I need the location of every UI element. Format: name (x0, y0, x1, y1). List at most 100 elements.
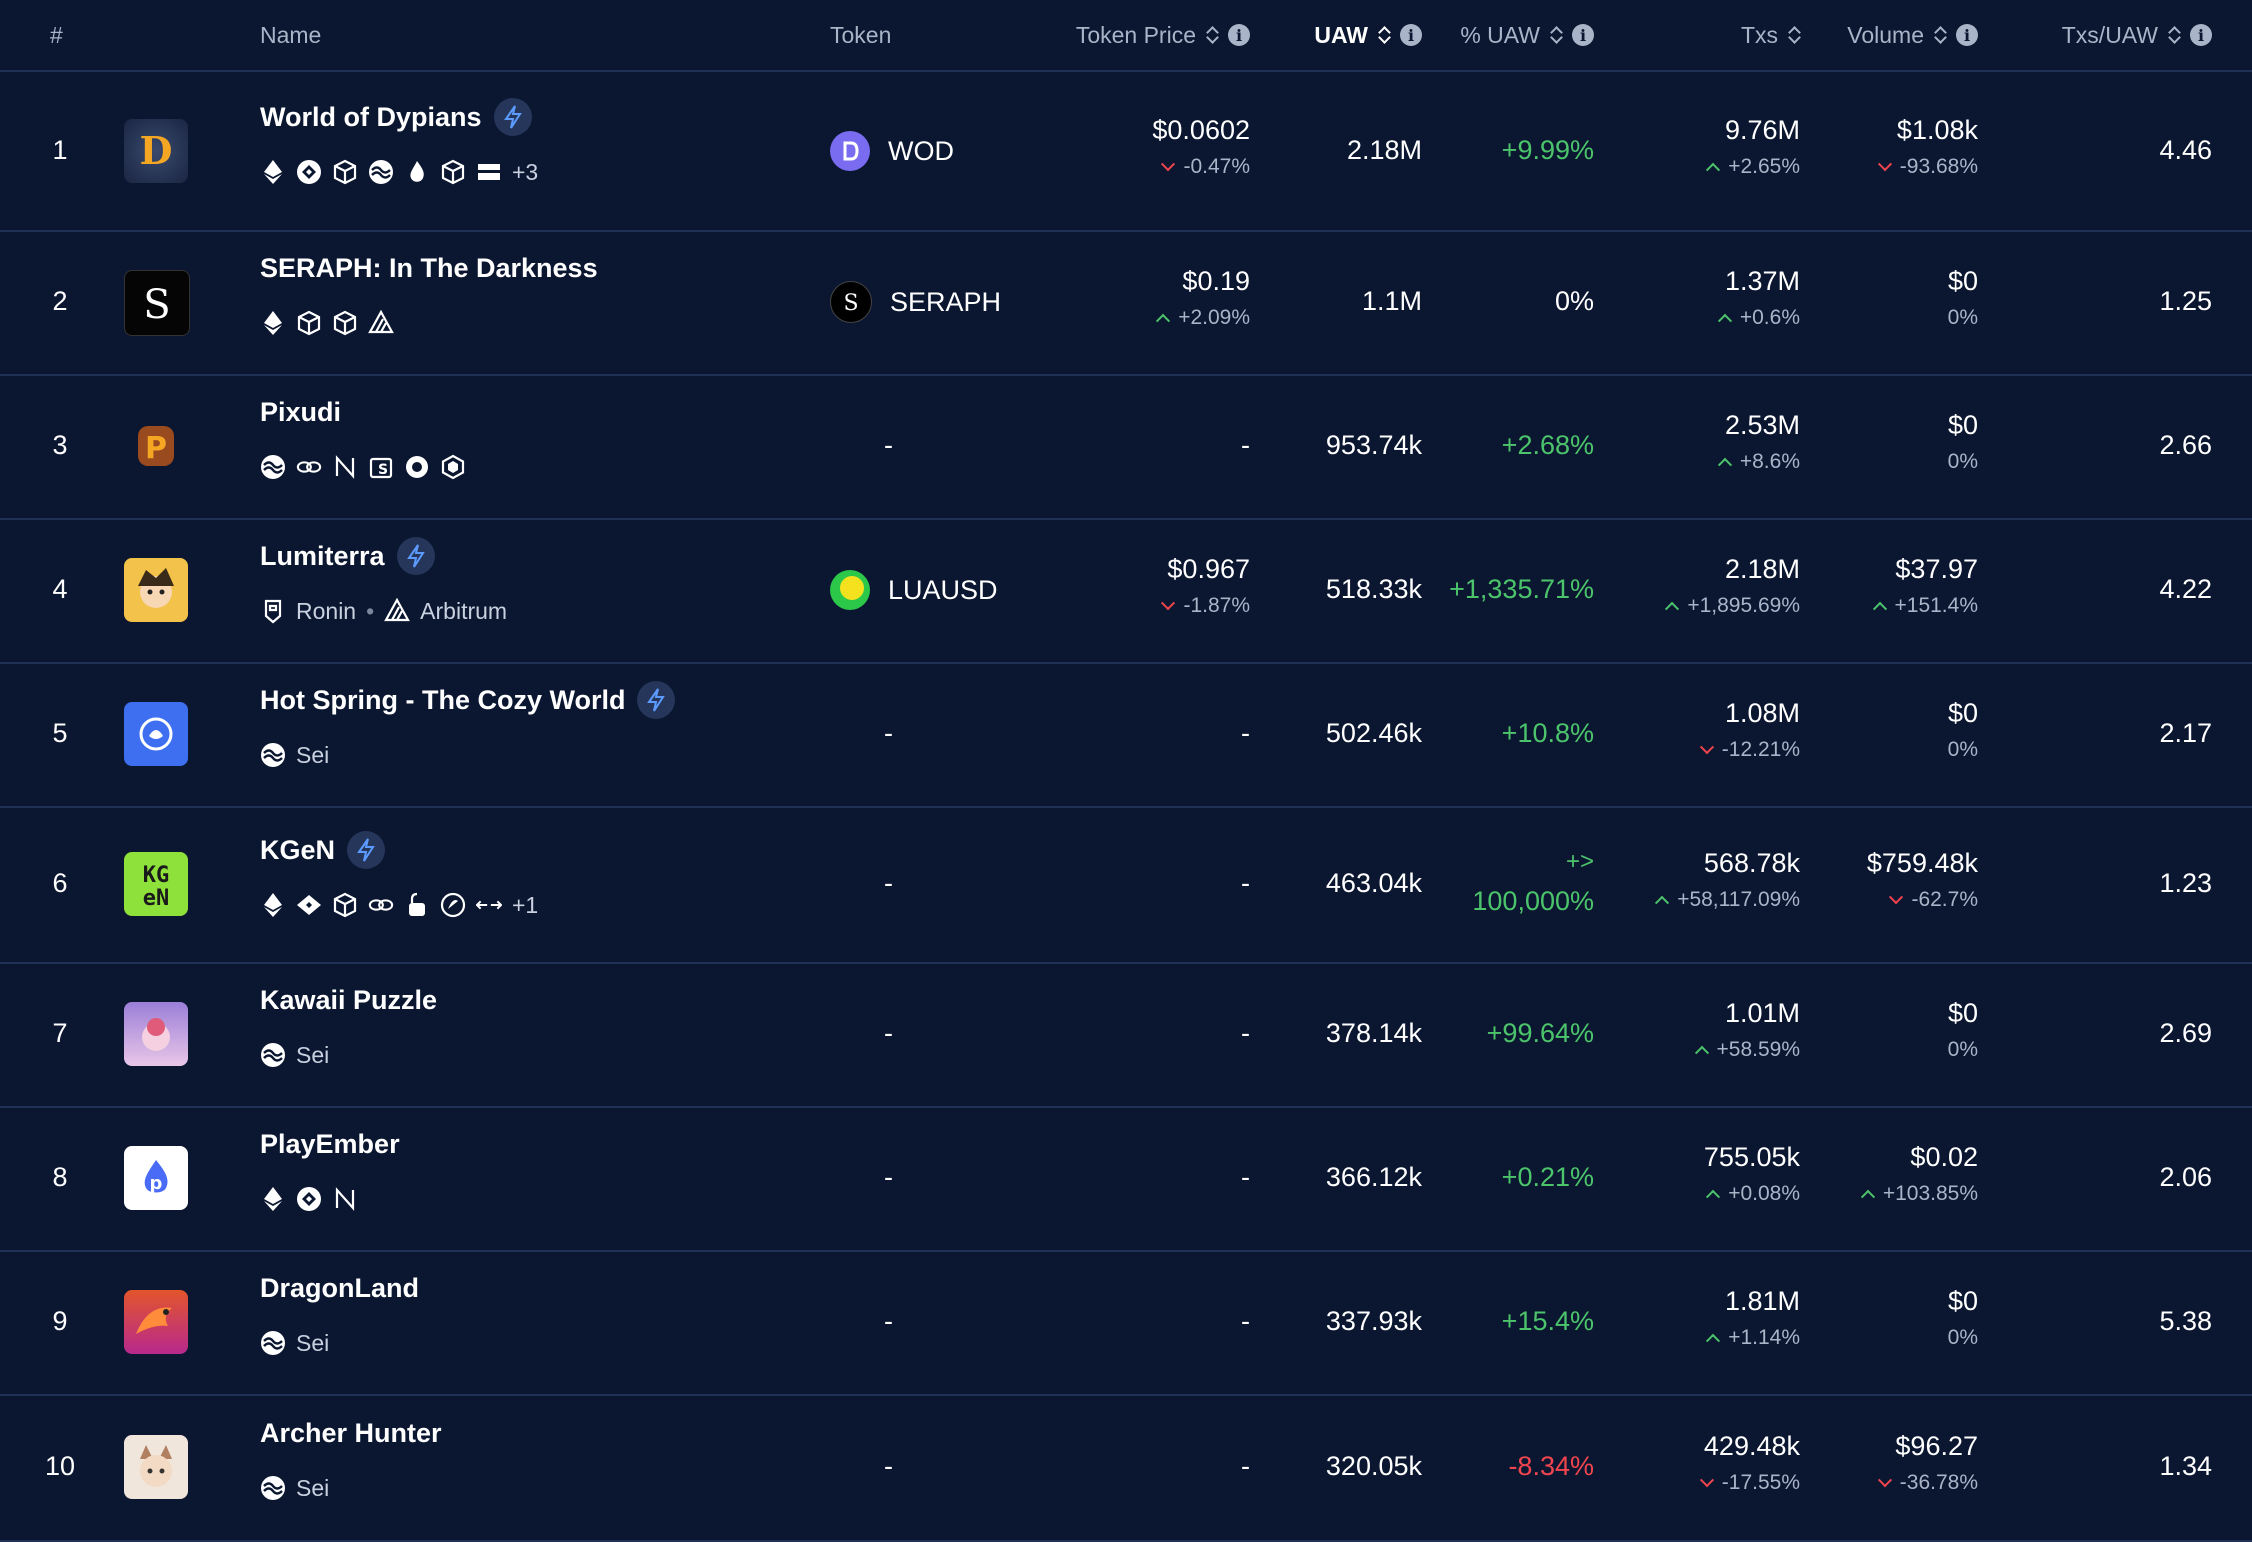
txs-change: +58.59% (1600, 1038, 1801, 1062)
table-row[interactable]: 8 p PlayEmber - - 366.12k +0.21% 755.05k +0.08% $… (0, 1106, 2252, 1252)
col-rank: # (50, 21, 63, 48)
seraph-token-icon: S (830, 281, 872, 323)
token-price: - (1241, 430, 1250, 460)
pct-uaw-value: +2.68% (1501, 430, 1594, 460)
sort-icon[interactable] (2168, 24, 2180, 46)
table-row[interactable]: 1 D World of Dypians +3 WOD $0.0602 -0.47% 2.18… (0, 72, 2252, 232)
chain-list: Sei (260, 738, 329, 772)
game-avatar[interactable] (124, 558, 188, 622)
game-avatar[interactable]: D (124, 119, 188, 183)
token[interactable]: WOD (830, 131, 954, 171)
box-chain-icon (332, 159, 358, 185)
game-name[interactable]: Hot Spring - The Cozy World (260, 681, 676, 719)
game-name[interactable]: Lumiterra (260, 537, 435, 575)
col-name: Name (260, 21, 322, 48)
token-empty: - (884, 868, 893, 898)
boost-icon[interactable] (347, 831, 386, 869)
uaw-value: 378.14k (1325, 1018, 1422, 1048)
arbitrum-chain-icon (368, 310, 394, 336)
sort-icon[interactable] (1378, 24, 1390, 46)
chain-list (260, 1182, 358, 1216)
game-avatar[interactable] (124, 1435, 188, 1499)
game-name[interactable]: Pixudi (260, 396, 342, 427)
game-name[interactable]: PlayEmber (260, 1128, 400, 1159)
circle-chain-icon (404, 454, 430, 480)
more-chains[interactable]: +3 (512, 158, 539, 185)
game-name[interactable]: SERAPH: In The Darkness (260, 252, 598, 283)
svg-text:D: D (140, 128, 173, 173)
table-row[interactable]: 6 KG eN KGeN +1- -463.04k +> 100,000% 568.78k +58… (0, 806, 2252, 964)
sort-icon[interactable] (1934, 24, 1946, 46)
info-icon[interactable]: i (1400, 24, 1422, 46)
info-icon[interactable]: i (1956, 24, 1978, 46)
token-price-change: -0.47% (1000, 155, 1250, 179)
table-row[interactable]: 9 DragonLand Sei - - 337.93k +15.4% 1.81M +1.14%… (0, 1250, 2252, 1396)
txs-per-uaw-value: 1.25 (2159, 286, 2212, 316)
txs-per-uaw-value: 4.22 (2159, 574, 2212, 604)
boost-icon[interactable] (396, 537, 435, 575)
table-row[interactable]: 2 S SERAPH: In The Darkness S SERAPH $0.19 +2.… (0, 230, 2252, 376)
game-name[interactable]: World of Dypians (260, 98, 532, 136)
table-row[interactable]: 5 Hot Spring - The Cozy World Sei - - 502.46k… (0, 662, 2252, 808)
pct-uaw-value: +0.21% (1501, 1162, 1594, 1192)
table-row[interactable]: 3 P Pixudi S - - 953.74k +2.68% 2.53M +8.6% $0 0% 2.… (0, 374, 2252, 520)
chain-list: Sei (260, 1326, 329, 1360)
game-avatar[interactable] (124, 702, 188, 766)
table-row[interactable]: 10 Archer Hunter Sei - - 320.05k -8.34% 429.48k… (0, 1394, 2252, 1542)
volume-change: 0% (1947, 1038, 1978, 1061)
svg-text:S: S (143, 282, 170, 328)
game-avatar[interactable]: S (124, 270, 190, 336)
col-txs[interactable]: Txs (1700, 0, 1800, 70)
sort-icon[interactable] (1550, 24, 1562, 46)
near-chain-icon (332, 1186, 358, 1212)
game-avatar[interactable] (124, 1290, 188, 1354)
volume-value: $0 (1947, 698, 1978, 728)
col-uaw[interactable]: UAW i (1270, 0, 1422, 70)
box-chain-icon (440, 159, 466, 185)
near-chain-icon (332, 454, 358, 480)
uaw-value: 337.93k (1325, 1306, 1422, 1336)
game-name[interactable]: Archer Hunter (260, 1417, 442, 1448)
col-txs-per-uaw[interactable]: Txs/UAW i (2020, 0, 2212, 70)
rank: 3 (52, 430, 68, 460)
rank: 7 (52, 1018, 68, 1048)
game-avatar[interactable]: KG eN (124, 852, 188, 916)
token-price: - (1241, 1306, 1250, 1336)
boost-icon[interactable] (493, 98, 532, 136)
pct-uaw-value-line2: 100,000% (1472, 886, 1594, 916)
col-volume[interactable]: Volume i (1820, 0, 1978, 70)
game-avatar[interactable]: p (124, 1146, 188, 1210)
info-icon[interactable]: i (1572, 24, 1594, 46)
volume-change: 0% (1947, 1326, 1978, 1349)
game-avatar[interactable]: P (124, 414, 188, 478)
game-name[interactable]: DragonLand (260, 1272, 419, 1303)
boost-icon[interactable] (637, 681, 676, 719)
luausd-token-icon (830, 570, 870, 610)
col-pct-uaw[interactable]: % UAW i (1440, 0, 1594, 70)
token-price: - (1241, 1162, 1250, 1192)
volume-value: $37.97 (1895, 554, 1978, 584)
txs-value: 9.76M (1724, 115, 1800, 145)
sort-icon[interactable] (1788, 24, 1800, 46)
token-empty: - (884, 430, 893, 460)
arbitrum-icon (384, 598, 411, 624)
game-avatar[interactable] (124, 1002, 188, 1066)
token[interactable]: LUAUSD (830, 570, 998, 610)
info-icon[interactable]: i (2190, 24, 2212, 46)
col-token-price[interactable]: Token Price i (1000, 0, 1250, 70)
token[interactable]: S SERAPH (830, 281, 1001, 323)
table-row[interactable]: 4 Lumiterra Ronin • Arbitrum LUAUSD $0.967 -1.8… (0, 518, 2252, 664)
table-row[interactable]: 7 Kawaii Puzzle Sei - - 378.14k +99.64% 1.01M +5… (0, 962, 2252, 1108)
volume-change: 0% (1947, 450, 1978, 473)
sei-icon (260, 742, 286, 768)
flame-chain-icon (404, 159, 430, 185)
sort-icon[interactable] (1206, 24, 1218, 46)
volume-value: $1.08k (1896, 115, 1978, 145)
game-name[interactable]: Kawaii Puzzle (260, 984, 438, 1015)
bnb-chain-icon (296, 1186, 322, 1212)
more-chains[interactable]: +1 (512, 891, 539, 918)
ethereum-chain-icon (260, 159, 286, 185)
txs-change: +0.08% (1600, 1182, 1800, 1206)
info-icon[interactable]: i (1228, 24, 1250, 46)
game-name[interactable]: KGeN (260, 831, 386, 869)
